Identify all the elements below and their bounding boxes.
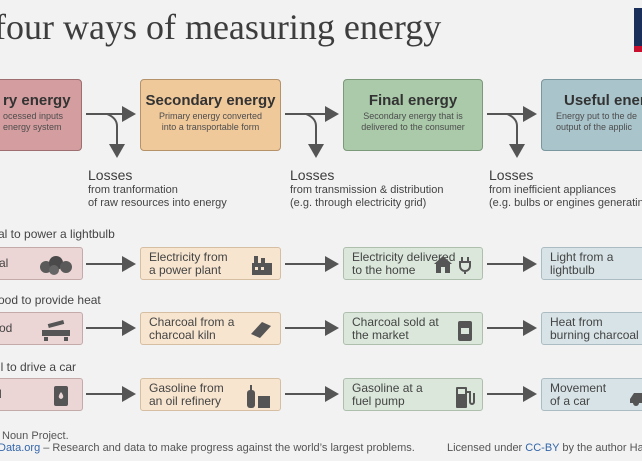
secondary-energy-title: Secondary energy xyxy=(145,92,276,109)
example-cell: Electricity delivered to the home xyxy=(343,247,483,280)
house-plug-icon xyxy=(434,256,471,274)
logo xyxy=(634,8,642,52)
losses-line: (e.g. bulbs or engines generatin xyxy=(489,197,642,209)
charcoal-bag-icon xyxy=(458,321,472,341)
example-cell-text: Electricity from a power plant xyxy=(149,250,228,277)
losses-line: of raw resources into energy xyxy=(88,197,227,209)
example-label-lightbulb: al to power a lightbulb xyxy=(0,227,115,241)
losses-heading: Losses xyxy=(88,167,133,183)
losses-line: from transmission & distribution xyxy=(290,184,444,196)
example-cell: Gasoline from an oil refinery xyxy=(140,378,281,411)
example-cell-text: Heat from burning charcoal xyxy=(550,315,639,342)
example-cell: Gasoline at a fuel pump xyxy=(343,378,483,411)
losses-line: (e.g. through electricity grid) xyxy=(290,197,427,209)
useful-energy-desc: Energy put to the de output of the appli… xyxy=(556,111,638,132)
example-cell-text: Electricity delivered to the home xyxy=(352,250,456,277)
footer-credit: Noun Project. xyxy=(2,430,69,442)
footer-source: Data.org – Research and data to make pro… xyxy=(0,442,415,454)
losses-transformation: Losses from tranformation of raw resourc… xyxy=(88,167,227,210)
example-cell: l xyxy=(0,378,83,411)
coal-icon xyxy=(40,256,72,275)
secondary-energy-desc: Primary energy converted into a transpor… xyxy=(158,111,263,132)
footer-site-link[interactable]: Data.org xyxy=(0,442,41,454)
example-cell: Charcoal sold at the market xyxy=(343,312,483,345)
example-cell-text: Charcoal sold at the market xyxy=(352,315,439,342)
losses-heading: Losses xyxy=(290,167,335,183)
example-cell-text: al xyxy=(0,256,9,270)
footer-tagline: – Research and data to make progress aga… xyxy=(40,442,415,454)
secondary-energy-box: Secondary energy Primary energy converte… xyxy=(140,79,281,151)
example-label-heat: ood to provide heat xyxy=(0,293,101,307)
example-cell: Electricity from a power plant xyxy=(140,247,281,280)
example-cell: Heat from burning charcoal xyxy=(541,312,642,345)
final-energy-title: Final energy xyxy=(368,92,458,109)
example-label-car: il to drive a car xyxy=(0,360,77,374)
loss-arrow xyxy=(506,113,525,158)
losses-transmission: Losses from transmission & distribution … xyxy=(290,167,443,210)
example-cell-text: Gasoline from an oil refinery xyxy=(149,381,224,408)
example-cell-text: l xyxy=(0,387,2,401)
primary-energy-desc: ocessed inputs energy system xyxy=(3,111,64,132)
example-cell-text: od xyxy=(0,321,13,335)
example-cell-text: Charcoal from a charcoal kiln xyxy=(149,315,235,342)
final-energy-box: Final energy Secondary energy that is de… xyxy=(343,79,483,151)
footer-license-link[interactable]: CC-BY xyxy=(525,442,560,454)
power-plant-icon xyxy=(252,256,272,275)
example-cell-text: Light from a lightbulb xyxy=(550,250,614,277)
loss-arrow xyxy=(305,113,324,158)
page-title: four ways of measuring energy xyxy=(0,7,442,47)
footer-license-prefix: Licensed under xyxy=(447,442,526,454)
example-cell: al xyxy=(0,247,83,280)
losses-line: from tranformation xyxy=(88,184,178,196)
example-cell: Light from a lightbulb xyxy=(541,247,642,280)
example-cell: od xyxy=(0,312,83,345)
refinery-icon xyxy=(247,385,270,408)
example-cell-text: Gasoline at a fuel pump xyxy=(352,381,423,408)
losses-heading: Losses xyxy=(489,167,534,183)
wood-saw-icon xyxy=(42,319,70,341)
example-cell-text: Movement of a car xyxy=(550,381,607,408)
final-energy-desc: Secondary energy that is delivered to th… xyxy=(361,111,465,132)
primary-energy-title: ry energy xyxy=(3,92,71,109)
example-cell: Charcoal from a charcoal kiln xyxy=(140,312,281,345)
primary-energy-box: ry energy ocessed inputs energy system xyxy=(0,79,82,151)
losses-line: from inefficient appliances xyxy=(489,184,616,196)
losses-appliances: Losses from inefficient appliances (e.g.… xyxy=(489,167,642,210)
loss-arrow xyxy=(106,113,125,158)
useful-energy-box: Useful ener Energy put to the de output … xyxy=(541,79,642,151)
footer-license: Licensed under CC-BY by the author Ha xyxy=(447,442,642,454)
fuel-pump-icon xyxy=(456,387,475,408)
oil-barrel-icon xyxy=(54,386,68,406)
footer-license-suffix: by the author Ha xyxy=(559,442,642,454)
example-cell: Movement of a car xyxy=(541,378,642,411)
car-icon xyxy=(630,393,642,406)
useful-energy-title: Useful ener xyxy=(564,92,642,109)
charcoal-icon xyxy=(251,322,271,338)
